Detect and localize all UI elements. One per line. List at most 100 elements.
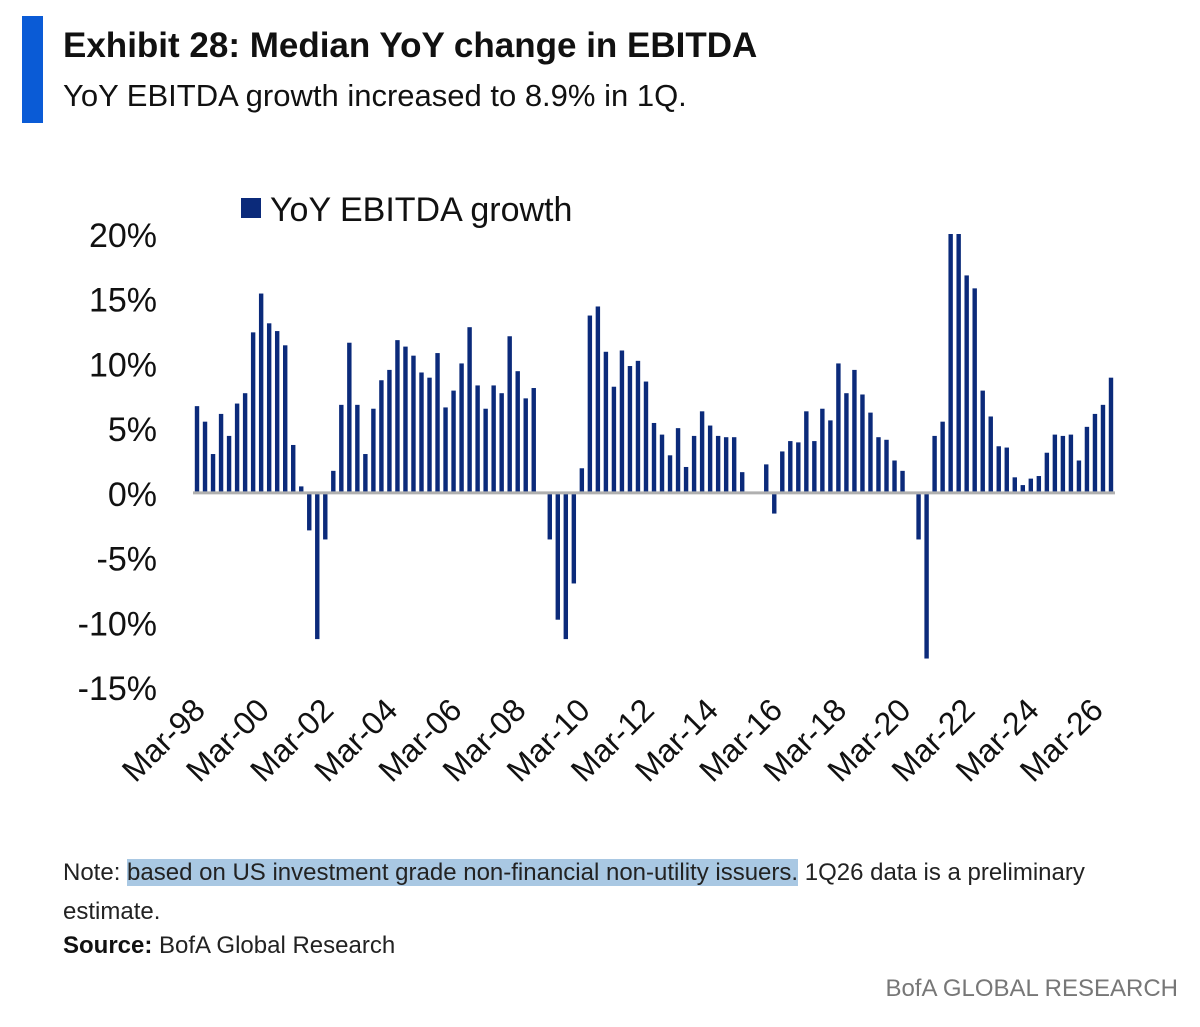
bar [868,412,873,493]
bar [723,437,729,493]
bar [226,435,232,493]
bar [1012,477,1017,493]
exhibit-subtitle: YoY EBITDA growth increased to 8.9% in 1… [63,78,687,113]
brand-footer: BofA GLOBAL RESEARCH [885,975,1178,1002]
bar [274,331,280,493]
bar [371,408,376,493]
bar [788,441,793,493]
bar [451,390,456,493]
bar [772,492,777,514]
bar [715,435,721,493]
bar [852,369,857,493]
bar [242,393,248,493]
bar [988,416,993,493]
bar [419,372,424,493]
y-tick-label: -5% [97,541,157,579]
y-tick-label: 20% [89,217,157,255]
bar [619,350,625,493]
bar [339,404,344,493]
bar [844,393,849,493]
bar [1084,426,1090,493]
bar [780,451,785,493]
bar [547,492,552,540]
source-text: BofA Global Research [152,932,396,959]
bar [643,381,649,493]
bar [483,408,488,493]
bar [523,398,528,493]
bar [731,437,737,493]
bar [579,468,585,493]
bar [387,369,392,493]
y-tick-label: -15% [78,670,157,708]
bar [651,422,657,493]
chart-note: Note: based on US investment grade non-f… [63,853,1163,931]
bar [1036,476,1042,493]
bar [924,492,929,659]
bar [1060,435,1066,493]
note-highlighted-text: based on US investment grade non-financi… [127,859,799,886]
bar [202,421,208,493]
bar [980,390,985,493]
bar [347,342,352,493]
bar [1076,460,1082,493]
bar [291,444,296,493]
bar [956,234,961,493]
bar [683,466,689,493]
accent-bar [22,16,43,123]
bar [972,288,977,493]
bar [475,385,480,493]
bar [395,340,400,493]
bar [900,470,905,493]
bar [804,411,809,493]
chart-source: Source: BofA Global Research [63,932,395,960]
note-prefix: Note: [63,859,128,886]
bar [1100,404,1106,493]
bar [611,386,617,493]
note-rest: 1Q26 data is a preliminary estimate. [63,859,1085,925]
bar [1020,485,1026,493]
bar [1092,413,1098,493]
x-axis: Mar-98Mar-00Mar-02Mar-04Mar-06Mar-08Mar-… [115,691,1110,788]
bar [948,234,953,493]
bar [1052,434,1058,493]
bar [699,411,705,493]
bar [707,425,713,493]
bar [379,380,384,493]
bar [283,345,288,493]
bar [635,360,641,493]
source-label: Source: [63,932,153,959]
bar [435,353,440,493]
bar [691,435,697,493]
y-tick-label: 15% [89,282,157,320]
bar [1068,434,1074,493]
bar [932,435,937,493]
y-tick-label: 5% [108,411,157,449]
bar [459,363,464,493]
bar [331,470,336,493]
bar [250,332,256,493]
bar [258,293,264,493]
bar [659,434,665,493]
bar [892,460,897,493]
bar [507,336,512,493]
bar [916,492,921,540]
bar [836,363,841,493]
y-tick-label: -10% [78,605,157,643]
bar [796,442,801,493]
bar [1044,452,1050,493]
exhibit-title: Exhibit 28: Median YoY change in EBITDA [63,26,758,65]
bar [363,454,368,493]
bar [515,371,520,493]
y-axis: 20% 15% 10% 5% 0% -5% -10% -15% [78,217,157,708]
bar [587,315,593,493]
bar [315,492,320,640]
bar [234,403,240,493]
bar [411,355,416,493]
bar [355,404,360,493]
bar [667,455,673,493]
bar [764,464,769,493]
bar [627,366,633,493]
bar [1108,377,1114,493]
chart-legend: YoY EBITDA growth [241,191,572,229]
bar [467,327,472,493]
